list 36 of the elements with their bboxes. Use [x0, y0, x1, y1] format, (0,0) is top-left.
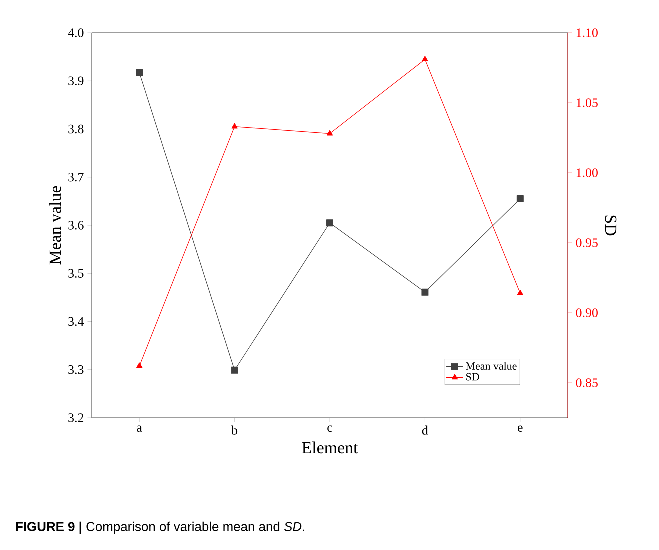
x-tick-label: e: [518, 426, 523, 432]
point: [422, 288, 429, 296]
y-tick-label: 3.7: [68, 173, 84, 182]
point: [326, 220, 334, 227]
point: [231, 366, 238, 374]
y2-tick-label: 1.00: [576, 168, 598, 178]
y2-tick-label: 0.85: [576, 378, 598, 388]
x-tick-label: b: [232, 426, 238, 435]
x-tick-label: d: [422, 426, 428, 435]
y-tick-label: 3.3: [68, 366, 84, 374]
legend-label: SD: [466, 373, 480, 381]
x-tick-label: a: [137, 426, 142, 432]
y-tick-label: 3.6: [68, 221, 84, 230]
y-tick-label: 3.2: [68, 414, 84, 422]
y2-axis-title: SD: [605, 216, 617, 236]
y-tick-label: 3.9: [68, 76, 84, 86]
text: FIGURE 9 | Comparison of variable mean and SD.: [16, 522, 304, 534]
point: [517, 290, 524, 296]
point: [326, 130, 334, 136]
point: [136, 362, 143, 368]
y2-tick-label: 0.90: [576, 308, 598, 318]
y-tick-label: 4.0: [68, 28, 84, 38]
y2-tick-label: 0.95: [576, 238, 598, 248]
point: [422, 56, 428, 62]
x-axis-title: Element: [302, 442, 358, 454]
y-tick-label: 3.4: [68, 317, 84, 326]
point: [232, 123, 238, 129]
point: [516, 196, 524, 203]
y2-tick-label: 1.05: [576, 98, 598, 108]
y2-tick-label: 1.10: [576, 28, 598, 38]
y-tick-label: 3.5: [68, 269, 84, 278]
legend-label: Mean value: [466, 362, 517, 370]
y-axis-title: Mean value: [49, 186, 62, 265]
y-tick-label: 3.8: [68, 124, 84, 134]
x-tick-label: c: [328, 426, 332, 432]
point: [136, 69, 144, 76]
